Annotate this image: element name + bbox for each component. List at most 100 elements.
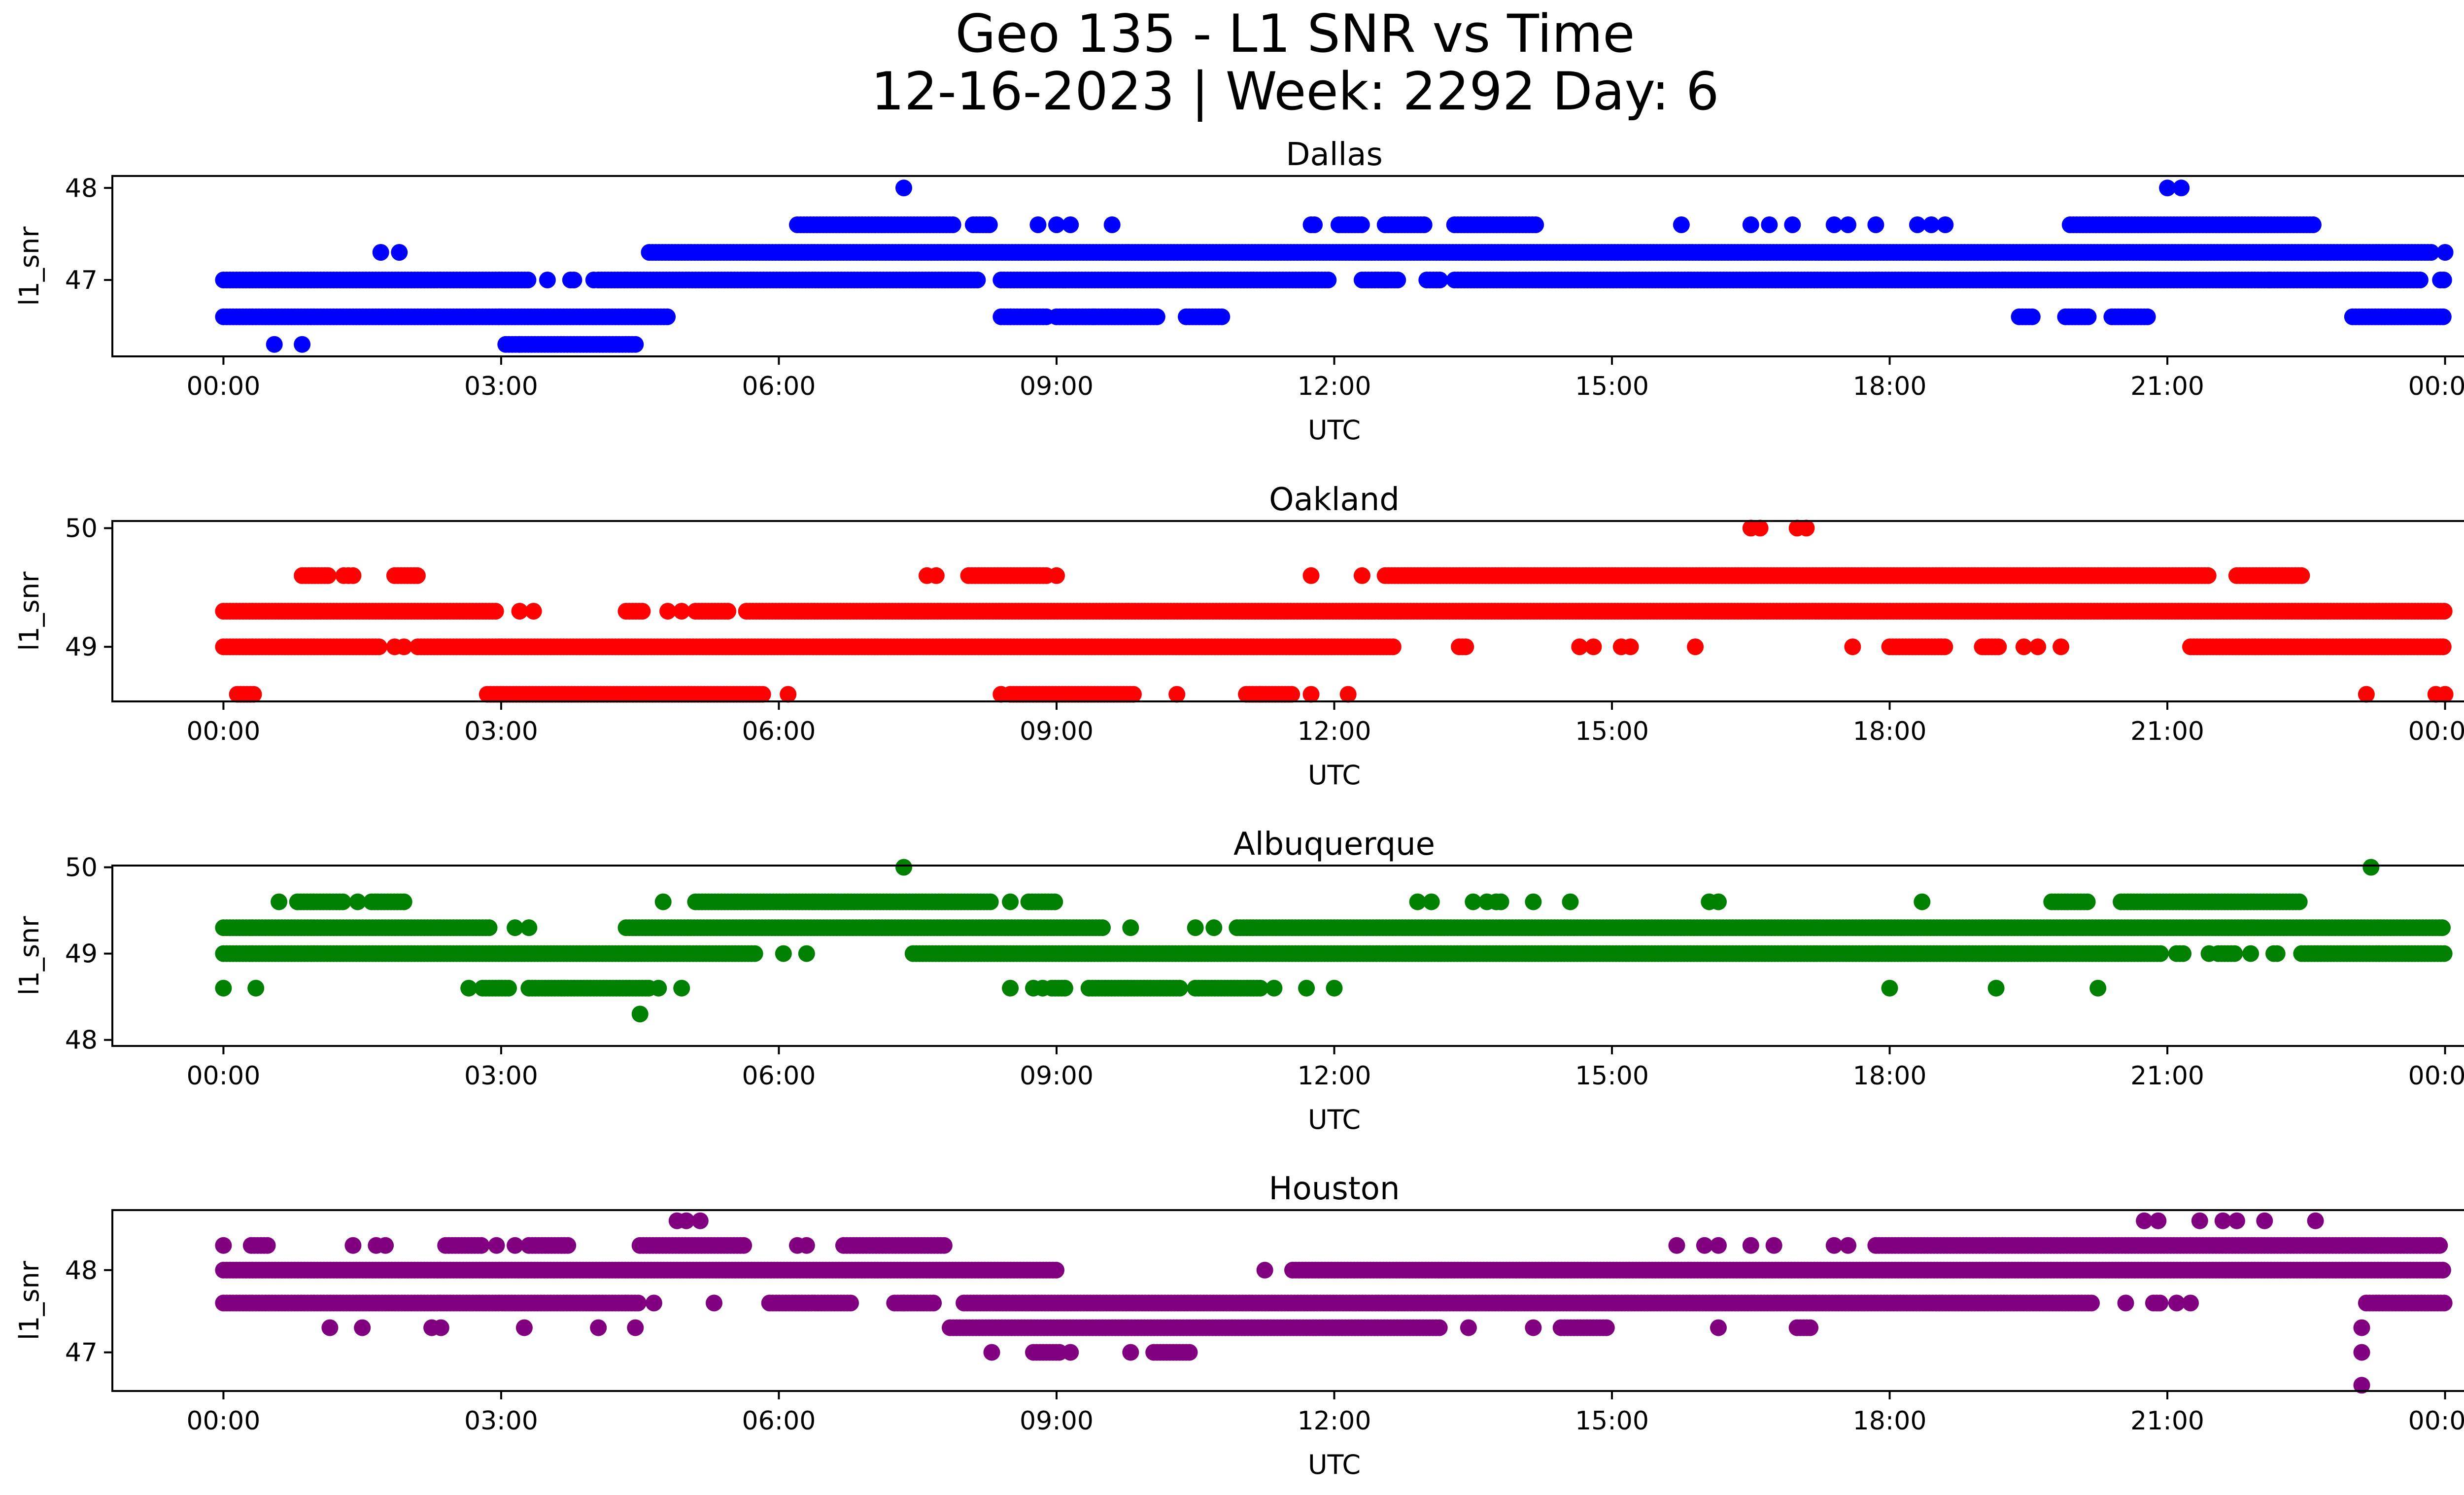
data-point (2362, 859, 2380, 876)
subplot-title: Oakland (1269, 482, 1400, 518)
data-point (1987, 979, 2005, 997)
data-point (525, 603, 542, 620)
data-point (1320, 272, 1337, 288)
data-point (673, 603, 690, 620)
data-point (2307, 1212, 2324, 1229)
subplot-title: Dallas (1286, 137, 1383, 173)
data-point (775, 945, 792, 962)
data-point (1457, 638, 1474, 656)
data-point (1048, 567, 1065, 584)
data-point (1029, 216, 1047, 233)
data-point (1936, 638, 1953, 656)
x-tick-label: 18:00 (1853, 1061, 1927, 1091)
x-tick-label: 00:00 (186, 372, 260, 401)
data-point (1353, 567, 1370, 584)
data-point (266, 336, 283, 353)
data-point (2434, 308, 2452, 325)
figure-title-line2: 12-16-2023 | Week: 2292 Day: 6 (871, 61, 1719, 122)
data-point (2434, 638, 2452, 656)
data-point (1171, 979, 1188, 997)
data-point (1094, 919, 1111, 937)
figure-title-line1: Geo 135 - L1 SNR vs Time (955, 3, 1635, 64)
data-point (1376, 272, 1394, 288)
data-point (735, 1237, 753, 1254)
data-point (245, 686, 262, 703)
data-point (395, 893, 412, 910)
data-point (982, 893, 999, 910)
data-point (473, 1237, 490, 1254)
x-tick-label: 00:00 (2408, 717, 2464, 746)
data-point (944, 216, 961, 233)
data-point (1687, 638, 1704, 656)
data-point (1562, 893, 1579, 910)
data-point (1761, 216, 1778, 233)
data-point (2435, 945, 2453, 962)
x-tick-label: 15:00 (1575, 717, 1649, 746)
data-point (2293, 567, 2310, 584)
data-point (1415, 216, 1433, 233)
data-point (1844, 638, 1861, 656)
data-point (1048, 216, 1065, 233)
data-point (1909, 216, 1926, 233)
data-point (1525, 893, 1542, 910)
data-point (1622, 638, 1639, 656)
data-point (1213, 308, 1231, 325)
data-point (294, 336, 311, 353)
x-tick-label: 03:00 (464, 717, 538, 746)
data-point (1710, 893, 1727, 910)
data-point (2256, 1212, 2273, 1229)
data-point (2080, 308, 2097, 325)
data-point (719, 603, 737, 620)
y-tick-label: 50 (65, 514, 98, 543)
y-tick-label: 48 (65, 1026, 98, 1055)
x-tick-label: 03:00 (464, 1061, 538, 1091)
data-point (654, 893, 672, 910)
data-point (1389, 272, 1406, 288)
data-point (559, 1237, 577, 1254)
x-tick-label: 00:00 (2408, 1061, 2464, 1091)
data-point (627, 336, 644, 353)
data-point (1937, 216, 1954, 233)
data-point (1002, 979, 1019, 997)
data-point (1002, 308, 1019, 325)
y-axis-label: l1_snr (14, 1260, 45, 1340)
data-point (659, 308, 676, 325)
data-point (1784, 216, 1801, 233)
data-point (409, 567, 426, 584)
data-point (2029, 638, 2047, 656)
data-point (780, 686, 797, 703)
data-point (1990, 638, 2007, 656)
data-point (334, 893, 351, 910)
x-tick-label: 12:00 (1298, 1061, 1371, 1091)
data-point (2260, 272, 2278, 288)
data-point (585, 272, 602, 288)
data-point (349, 893, 366, 910)
data-point (460, 979, 478, 997)
data-point (2304, 216, 2322, 233)
data-point (691, 1212, 709, 1229)
y-axis-label: l1_snr (14, 916, 45, 996)
data-point (395, 638, 412, 656)
data-point (969, 272, 986, 288)
data-point (1302, 567, 1320, 584)
data-point (539, 272, 556, 288)
x-tick-label: 00:00 (186, 717, 260, 746)
data-point (2191, 1212, 2208, 1229)
data-point (2435, 603, 2453, 620)
data-point (2150, 1212, 2167, 1229)
data-point (271, 893, 288, 910)
x-tick-label: 06:00 (742, 717, 816, 746)
data-point (650, 979, 667, 997)
data-point (1423, 893, 1440, 910)
data-point (371, 638, 387, 656)
x-tick-label: 00:00 (186, 1061, 260, 1091)
x-tick-label: 06:00 (742, 372, 816, 401)
data-point (520, 919, 538, 937)
data-point (344, 567, 362, 584)
data-point (798, 945, 815, 962)
data-point (2434, 919, 2451, 937)
data-point (480, 919, 498, 937)
data-point (2175, 945, 2191, 962)
